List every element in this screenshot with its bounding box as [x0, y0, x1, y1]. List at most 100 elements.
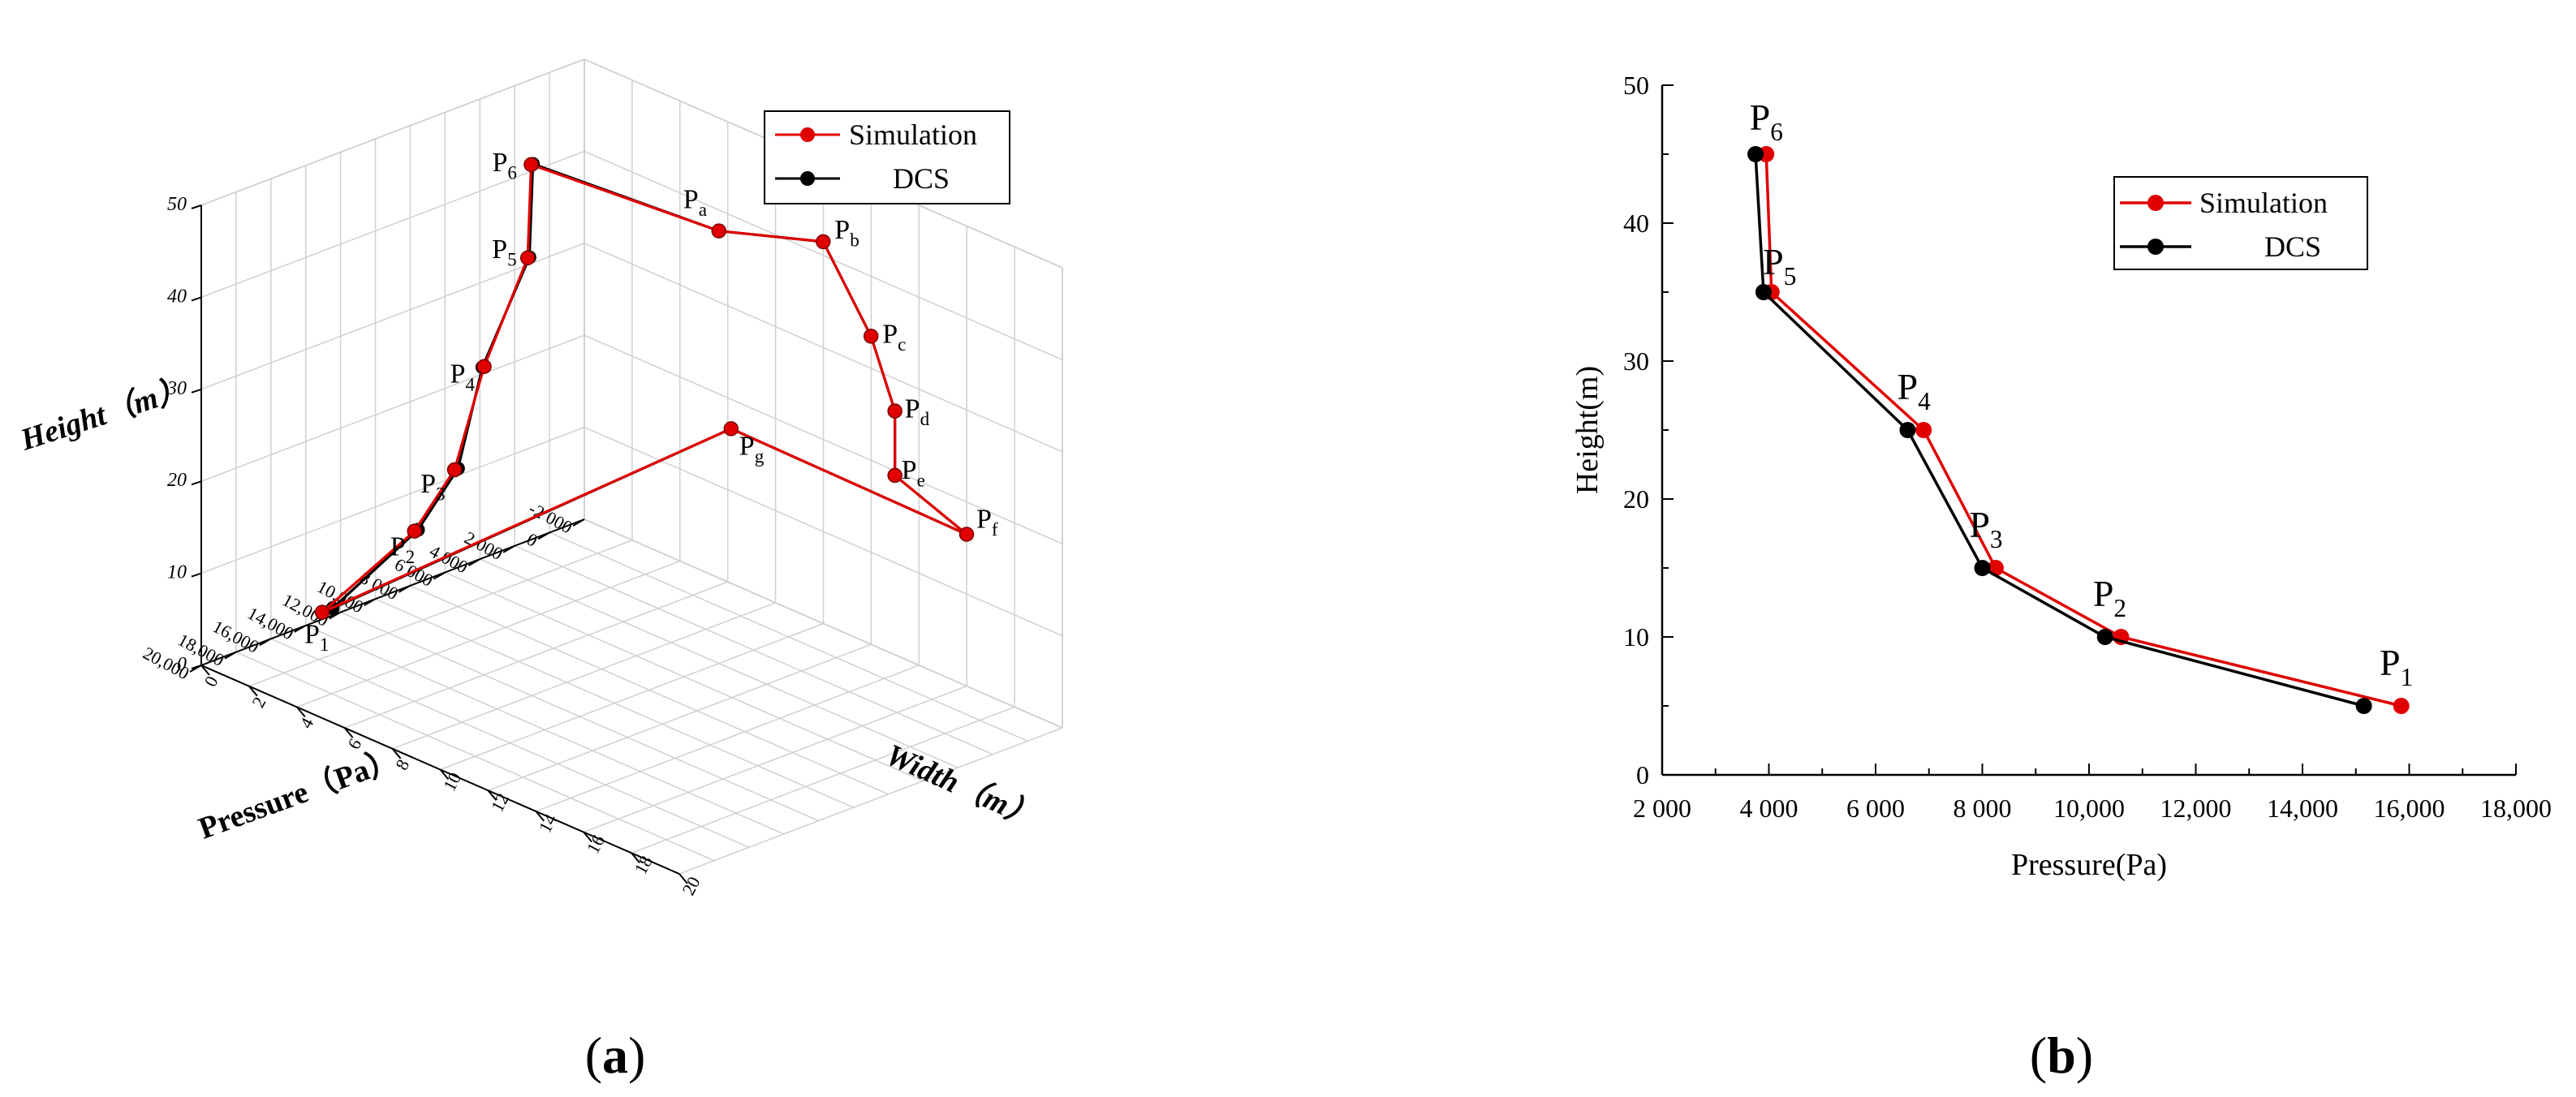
a-grid-y-floor-line	[488, 643, 872, 791]
b-x-tick-label: 2 000	[1633, 794, 1691, 823]
a-legend: Simulation DCS	[764, 110, 1010, 204]
a-point-label: P5	[492, 234, 516, 271]
b-y-tick-label: 40	[1623, 209, 1649, 238]
a-box-edge	[584, 518, 1063, 729]
panel-b-2d-chart: 2 000 4 000 6 000 8 000 10,000 12,000 14,000 16…	[1570, 71, 2552, 882]
b-x-tick-label: 16,000	[2374, 794, 2445, 823]
b-y-tick-label: 0	[1636, 760, 1649, 789]
b-point-label: P1	[2380, 642, 2413, 691]
a-x-tick-mark	[433, 571, 446, 580]
b-point-dcs	[2355, 698, 2372, 714]
a-point-label: P3	[420, 469, 445, 505]
a-z-tick-label: 0	[177, 654, 187, 675]
b-point-label: P4	[1898, 366, 1932, 415]
a-x-tick-mark	[467, 558, 480, 566]
b-point-dcs	[1755, 284, 1772, 300]
a-point-simulation	[407, 523, 422, 539]
b-point-dcs	[1747, 146, 1764, 162]
a-x-tick-mark	[364, 598, 377, 607]
a-point-label: Pe	[902, 455, 925, 492]
a-z-tick-label: 40	[167, 286, 187, 307]
b-x-tick-label: 18,000	[2480, 794, 2552, 823]
b-legend-marker-dcs	[2147, 239, 2164, 255]
a-point-simulation	[711, 223, 727, 239]
a-point-simulation	[887, 403, 902, 419]
a-y-tick-mark	[535, 811, 545, 822]
a-x-tick-mark	[294, 625, 307, 633]
b-legend-marker-simulation	[2147, 195, 2164, 211]
a-y-tick-mark	[487, 789, 498, 801]
a-grid-y-floor-line	[296, 560, 681, 708]
b-y-tick-label: 20	[1623, 484, 1649, 514]
b-x-tick-label: 6 000	[1846, 794, 1905, 823]
a-z-axis-title: Height（m）	[15, 371, 192, 458]
a-point-simulation	[863, 329, 879, 344]
a-x-tick-mark	[329, 611, 342, 620]
a-y-tick-mark	[583, 831, 592, 843]
b-point-label: P2	[2093, 573, 2126, 622]
a-y-tick-label: 2	[248, 694, 269, 711]
b-x-tick-label: 4 000	[1740, 794, 1798, 823]
b-series-line-dcs	[1754, 153, 2365, 708]
a-point-simulation	[519, 250, 536, 266]
b-legend-label-simulation: Simulation	[2199, 187, 2328, 219]
a-point-label: P4	[450, 359, 476, 396]
a-series-line-simulation	[321, 162, 968, 614]
a-x-axis-title: Pressure（Pa）	[194, 742, 403, 846]
a-point-label: Pf	[976, 505, 998, 541]
a-x-tick-mark	[224, 651, 237, 660]
a-point-label: P1	[304, 620, 329, 656]
a-z-tick-mark	[191, 572, 202, 578]
a-y-tick-label: 4	[295, 714, 317, 731]
b-x-tick-label: 8 000	[1954, 794, 2012, 823]
a-grid-y-floor-line	[536, 665, 920, 812]
a-point-simulation	[523, 157, 539, 173]
b-y-tick-label: 10	[1623, 622, 1649, 652]
b-series-line-simulation	[1764, 153, 2402, 708]
a-y-tick-mark	[200, 665, 210, 676]
a-z-tick-mark	[191, 388, 202, 394]
a-box-edge	[200, 58, 585, 206]
a-point-label: Pb	[834, 215, 859, 252]
b-point-dcs	[2096, 629, 2113, 645]
a-grid-y-floor-line	[344, 581, 728, 729]
a-y-tick-label: 0	[200, 673, 222, 690]
b-x-tick-label: 14,000	[2267, 794, 2338, 823]
b-x-axis-title: Pressure(Pa)	[2011, 848, 2167, 882]
a-point-label: P6	[492, 148, 516, 184]
a-x-tick-mark	[189, 665, 202, 673]
b-y-axis-title: Height(m)	[1570, 366, 1605, 494]
a-z-tick-mark	[191, 204, 202, 209]
a-y-tick-mark	[248, 686, 258, 697]
a-legend-label-dcs: DCS	[893, 162, 950, 195]
a-x-tick-mark	[398, 584, 411, 593]
a-point-label: Pg	[739, 431, 765, 467]
a-grid-y-floor-line	[392, 602, 776, 750]
a-y-tick-mark	[678, 873, 688, 884]
a-point-label: Pd	[905, 394, 930, 431]
a-z-tick-label: 50	[167, 194, 187, 215]
a-point-label: P2	[390, 532, 415, 569]
a-point-simulation	[887, 467, 902, 484]
a-y-tick-label: 6	[343, 735, 365, 752]
b-point-label: P5	[1763, 241, 1796, 290]
a-point-simulation	[476, 359, 492, 374]
a-point-label: Pc	[882, 319, 906, 355]
b-point-label: P6	[1750, 97, 1783, 146]
a-x-axis-line	[200, 518, 585, 666]
b-x-tick-label: 12,000	[2160, 794, 2232, 823]
a-legend-marker-simulation	[800, 127, 815, 142]
a-grid-y-floor-line	[631, 706, 1015, 854]
panel-b-caption: (b)	[2030, 1026, 2093, 1084]
a-grid-y-floor-line	[678, 727, 1063, 875]
b-y-tick-label: 30	[1623, 346, 1649, 376]
a-grid-y-floor-line	[248, 539, 633, 687]
b-point-simulation	[2393, 698, 2410, 714]
b-point-dcs	[1974, 560, 1991, 576]
b-point-label: P3	[1969, 504, 2002, 553]
a-point-simulation	[958, 527, 975, 542]
a-y-tick-mark	[439, 768, 450, 781]
a-x-tick-mark	[572, 518, 585, 527]
a-point-label: Pa	[683, 185, 707, 222]
